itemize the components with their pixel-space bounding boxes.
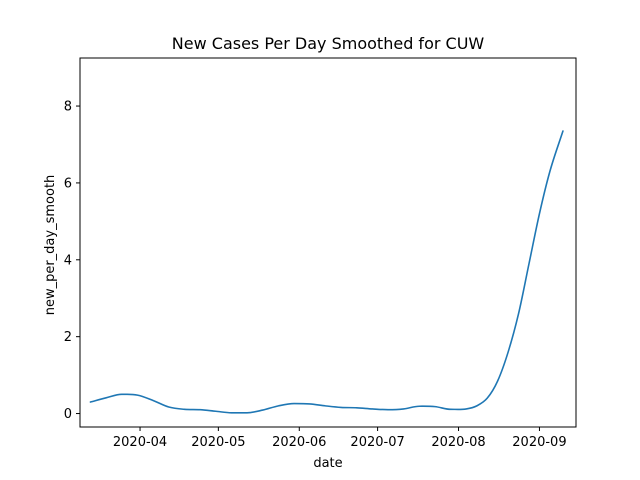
axes-frame [79, 57, 577, 428]
series-line-0 [89, 130, 564, 414]
x-tick-label: 2020-04 [113, 435, 167, 450]
y-tick-label: 2 [64, 330, 72, 345]
chart-title: New Cases Per Day Smoothed for CUW [172, 34, 485, 53]
y-axis-label: new_per_day_smooth [43, 175, 58, 316]
y-tick-label: 0 [64, 407, 72, 422]
y-tick-label: 8 [64, 100, 72, 115]
plot-area: 2020-04 2020-05 2020-06 2020-07 2020-08 2020-… [64, 57, 577, 450]
x-tick-label: 2020-06 [272, 435, 326, 450]
x-tick-label: 2020-07 [350, 435, 404, 450]
x-tick-label: 2020-09 [512, 435, 566, 450]
x-tick-label: 2020-05 [191, 435, 245, 450]
x-axis-label: date [313, 456, 342, 471]
y-tick-label: 6 [64, 176, 72, 191]
y-tick-label: 4 [64, 253, 72, 268]
x-tick-label: 2020-08 [431, 435, 485, 450]
